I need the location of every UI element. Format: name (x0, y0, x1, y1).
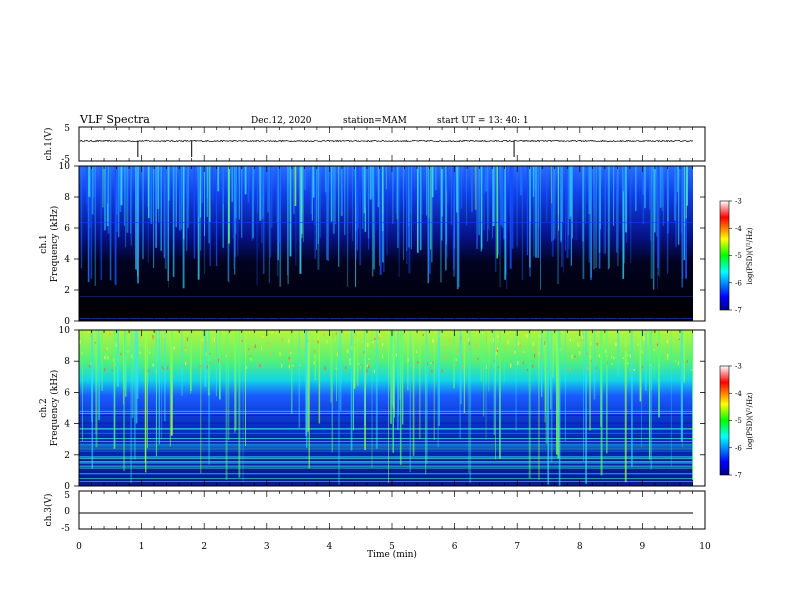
ch3-ytick-top: 5 (64, 491, 70, 501)
x-tick-label: 1 (139, 542, 145, 552)
y-tick-label: 2 (64, 286, 70, 296)
colorbar-tick-label: -7 (735, 307, 742, 315)
y-tick-label: 10 (59, 162, 71, 172)
x-tick-label: 4 (327, 542, 333, 552)
ch3-waveform-panel: 5 0 -5 ch.3(V) (43, 490, 706, 534)
start-time-label: start UT = 13: 40: 1 (437, 116, 529, 126)
y-tick-label: 10 (59, 326, 71, 336)
y-tick-label: 4 (64, 255, 70, 265)
ch2-colorbar: -3 -4 -5 -6 -7 log(PSD)(V²/Hz) (719, 363, 754, 480)
ch2-colorbar-label: log(PSD)(V²/Hz) (746, 392, 754, 449)
ch1-waveform-panel: 5 -5 ch.1(V) (43, 124, 706, 165)
figure-title: VLF Spectra (79, 113, 150, 126)
colorbar-tick-label: -6 (735, 444, 742, 452)
y-tick-label: 0 (64, 317, 70, 327)
ch2-spectrogram-panel: 0 2 4 6 8 10 ch.2 Frequency (kHz) (39, 326, 706, 492)
x-tick-label: 6 (452, 542, 458, 552)
colorbar-tick-label: -5 (735, 252, 742, 260)
y-tick-label: 6 (64, 388, 70, 398)
time-axis-tick-labels: 0 1 2 3 4 5 6 7 8 9 10 (76, 542, 711, 552)
colorbar-tick-label: -4 (735, 390, 742, 398)
ch2-frequency-label: Frequency (kHz) (49, 370, 60, 447)
ch1-spectrogram-image (79, 166, 693, 319)
ch3-ytick-mid: 0 (64, 507, 70, 517)
time-axis-ticks (78, 127, 706, 529)
date-label: Dec.12, 2020 (251, 116, 312, 126)
ch1-ytick-top: 5 (64, 124, 70, 134)
x-tick-label: 7 (514, 542, 520, 552)
y-tick-label: 6 (64, 224, 70, 234)
colorbar-tick-label: -4 (735, 225, 742, 233)
colorbar-tick-label: -7 (735, 472, 742, 480)
x-tick-label: 2 (201, 542, 207, 552)
ch1-waveform-ylabel: ch.1(V) (43, 128, 54, 161)
y-tick-label: 4 (64, 420, 70, 430)
x-tick-label: 5 (389, 542, 395, 552)
time-axis-label: Time (min) (367, 549, 417, 560)
ch1-frequency-label: Frequency (kHz) (49, 206, 60, 283)
ch1-ytick-bottom: -5 (61, 155, 70, 165)
y-tick-label: 2 (64, 451, 70, 461)
ch1-waveform-trace (79, 139, 694, 157)
colorbar-tick-label: -6 (735, 279, 742, 287)
ch2-channel-label: ch.2 (39, 398, 49, 417)
x-tick-label: 0 (76, 542, 82, 552)
x-tick-label: 9 (640, 542, 646, 552)
y-tick-label: 0 (64, 482, 70, 492)
y-tick-label: 8 (64, 357, 70, 367)
ch3-ytick-bottom: -5 (61, 524, 70, 534)
station-label: station=MAM (343, 116, 407, 126)
colorbar-tick-label: -5 (735, 417, 742, 425)
ch1-channel-label: ch.1 (39, 234, 49, 253)
colorbar-tick-label: -3 (735, 363, 742, 371)
ch1-spectrogram-panel: 0 2 4 6 8 10 ch.1 Frequency (kHz) (39, 162, 706, 327)
colorbar-tick-label: -3 (735, 198, 742, 206)
x-tick-label: 8 (577, 542, 583, 552)
ch1-colorbar: -3 -4 -5 -6 -7 log(PSD)(V²/Hz) (719, 198, 754, 315)
ch2-spectrogram-image (79, 330, 694, 486)
x-tick-label: 3 (264, 542, 270, 552)
ch1-colorbar-label: log(PSD)(V²/Hz) (746, 227, 754, 284)
x-tick-label: 10 (699, 542, 711, 552)
y-tick-label: 8 (64, 193, 70, 203)
ch3-waveform-ylabel: ch.3(V) (43, 494, 54, 527)
